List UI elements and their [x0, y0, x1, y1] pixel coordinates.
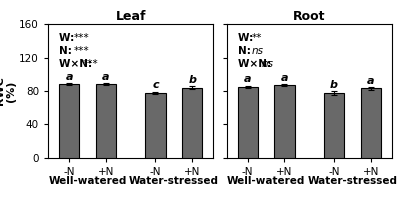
- Y-axis label: RWC
(%): RWC (%): [0, 77, 16, 105]
- Bar: [274, 85, 295, 158]
- Text: W:: W:: [238, 33, 256, 43]
- Title: Root: Root: [293, 10, 326, 23]
- Text: **: **: [252, 33, 262, 43]
- Text: N:: N:: [59, 46, 76, 56]
- Text: b: b: [188, 75, 196, 85]
- Bar: [96, 84, 116, 158]
- Text: W:: W:: [59, 33, 78, 43]
- Bar: [238, 87, 258, 158]
- Text: ***: ***: [73, 46, 89, 56]
- Title: Leaf: Leaf: [116, 10, 146, 23]
- Text: W×N:: W×N:: [238, 59, 274, 69]
- Text: a: a: [281, 73, 288, 83]
- Bar: [145, 93, 166, 158]
- Text: a: a: [367, 76, 375, 86]
- Text: ***: ***: [83, 59, 99, 69]
- Text: Water-stressed: Water-stressed: [129, 176, 219, 186]
- Text: a: a: [102, 72, 110, 82]
- Text: ***: ***: [73, 33, 89, 43]
- Text: ns: ns: [252, 46, 264, 56]
- Bar: [182, 88, 202, 158]
- Text: W×N:: W×N:: [59, 59, 96, 69]
- Text: Well-watered: Well-watered: [227, 176, 305, 186]
- Text: ns: ns: [262, 59, 274, 69]
- Text: a: a: [65, 72, 73, 82]
- Text: Water-stressed: Water-stressed: [308, 176, 398, 186]
- Bar: [324, 93, 344, 158]
- Text: N:: N:: [238, 46, 254, 56]
- Text: Well-watered: Well-watered: [48, 176, 127, 186]
- Text: a: a: [244, 75, 252, 84]
- Bar: [361, 88, 381, 158]
- Text: c: c: [152, 80, 159, 90]
- Text: b: b: [330, 80, 338, 90]
- Bar: [59, 84, 79, 158]
